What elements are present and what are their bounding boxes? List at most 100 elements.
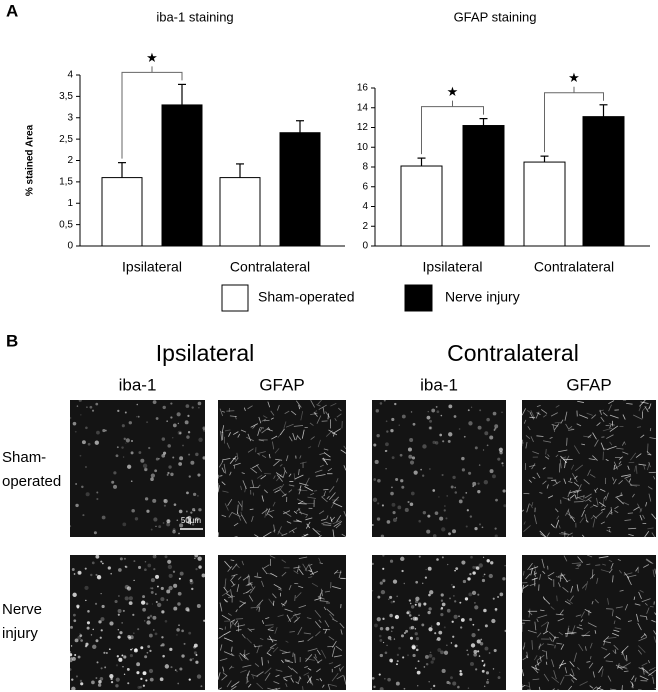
fiber: [536, 435, 544, 437]
cell: [198, 437, 203, 443]
fiber: [552, 688, 556, 691]
cell: [474, 602, 476, 604]
cell: [95, 573, 98, 576]
cell: [483, 573, 486, 576]
fiber: [314, 597, 322, 601]
cell: [486, 559, 490, 563]
cell: [129, 654, 134, 658]
cell: [198, 407, 200, 409]
cell: [162, 405, 166, 410]
cell: [195, 568, 198, 571]
cell: [176, 628, 180, 632]
fiber: [540, 621, 549, 627]
fiber: [260, 474, 267, 480]
cell: [70, 656, 73, 659]
cell: [481, 526, 484, 529]
cell: [497, 676, 501, 680]
row-label: operated: [2, 473, 61, 490]
cell: [384, 450, 387, 452]
cell: [468, 592, 473, 597]
fiber: [234, 457, 239, 462]
fiber: [301, 429, 305, 439]
fiber: [336, 478, 339, 483]
fiber: [310, 412, 318, 416]
cell: [144, 655, 148, 659]
cell: [494, 534, 498, 538]
cell: [79, 632, 81, 635]
cell: [432, 489, 436, 492]
fiber: [274, 448, 280, 454]
cell: [467, 653, 470, 656]
fiber: [623, 501, 630, 506]
cell: [425, 568, 427, 571]
cell: [406, 610, 411, 615]
fiber: [309, 677, 314, 686]
fiber: [289, 631, 295, 633]
fiber: [560, 456, 567, 459]
cell: [148, 446, 151, 450]
cell: [372, 497, 378, 503]
cell: [504, 629, 507, 633]
cell: [154, 469, 158, 473]
cell: [186, 491, 189, 495]
fiber: [653, 630, 657, 635]
fiber: [547, 454, 550, 458]
cell: [189, 658, 193, 662]
micrograph-bg: [372, 400, 506, 537]
fiber: [247, 683, 252, 688]
fiber: [264, 672, 271, 681]
fiber: [322, 407, 325, 415]
cell: [373, 443, 377, 447]
fiber: [542, 480, 547, 485]
cell: [130, 648, 132, 651]
cell: [133, 648, 138, 653]
fiber: [279, 488, 287, 497]
cell: [430, 625, 433, 627]
fiber: [634, 677, 637, 682]
fiber: [592, 671, 595, 678]
cell: [439, 516, 444, 521]
cell: [173, 606, 178, 611]
fiber: [333, 569, 339, 575]
cell: [465, 525, 468, 528]
cell: [142, 595, 146, 599]
cell: [162, 654, 165, 658]
fiber: [275, 669, 283, 672]
cell: [428, 593, 431, 597]
cell: [477, 628, 480, 631]
fiber: [272, 529, 276, 532]
cell: [188, 678, 191, 681]
cell: [445, 517, 448, 520]
cell: [148, 633, 153, 638]
fiber: [652, 676, 655, 684]
fiber: [324, 590, 331, 593]
cell: [142, 607, 146, 612]
fiber: [223, 463, 227, 474]
fiber: [535, 411, 540, 419]
fiber: [564, 667, 568, 674]
cell: [118, 595, 120, 597]
fiber: [594, 439, 599, 447]
fiber: [527, 410, 532, 414]
cell: [401, 414, 406, 419]
cell: [429, 419, 433, 423]
cell: [107, 566, 111, 570]
cell: [130, 451, 134, 455]
fiber: [603, 496, 607, 500]
fiber: [600, 442, 605, 451]
cell: [376, 617, 381, 622]
fiber: [566, 534, 570, 538]
cell: [451, 620, 454, 623]
cell: [78, 398, 82, 402]
fiber: [649, 427, 652, 432]
fiber: [304, 563, 310, 571]
cell: [382, 578, 386, 583]
fiber: [556, 642, 563, 645]
cell: [179, 431, 182, 435]
cell: [124, 411, 127, 414]
cell: [380, 534, 385, 538]
cell: [198, 565, 202, 569]
cell: [146, 651, 149, 654]
cell: [136, 671, 140, 675]
fiber: [340, 449, 347, 454]
